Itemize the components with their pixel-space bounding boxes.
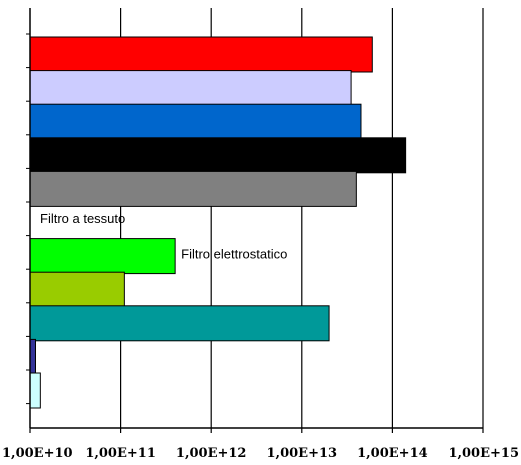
bar-label: Filtro elettrostatico <box>181 247 287 262</box>
x-tick-labels: 1,00E+10 1,00E+11 1,00E+12 1,00E+13 1,00E+14… <box>2 446 519 461</box>
x-tick-label: 1,00E+12 <box>176 446 247 461</box>
bar-8 <box>29 271 125 308</box>
bar-2 <box>29 70 352 107</box>
bar-10 <box>29 338 36 375</box>
axes <box>26 8 484 433</box>
x-tick-label: 1,00E+13 <box>267 446 338 461</box>
x-tick-label: 1,00E+15 <box>448 446 519 461</box>
bar-7 <box>29 238 176 275</box>
x-tick-label: 1,00E+10 <box>2 446 73 461</box>
bar-3 <box>29 103 362 140</box>
bar-4 <box>29 137 407 174</box>
bar-5 <box>29 170 357 207</box>
bar-1 <box>29 36 373 73</box>
bar-9 <box>29 305 330 342</box>
bar-labels: Filtro a tessuto Filtro elettrostatico <box>40 211 287 262</box>
bar-label: Filtro a tessuto <box>40 211 125 226</box>
x-tick-label: 1,00E+11 <box>85 446 156 461</box>
bar-11 <box>29 372 41 409</box>
x-tick-label: 1,00E+14 <box>357 446 428 461</box>
